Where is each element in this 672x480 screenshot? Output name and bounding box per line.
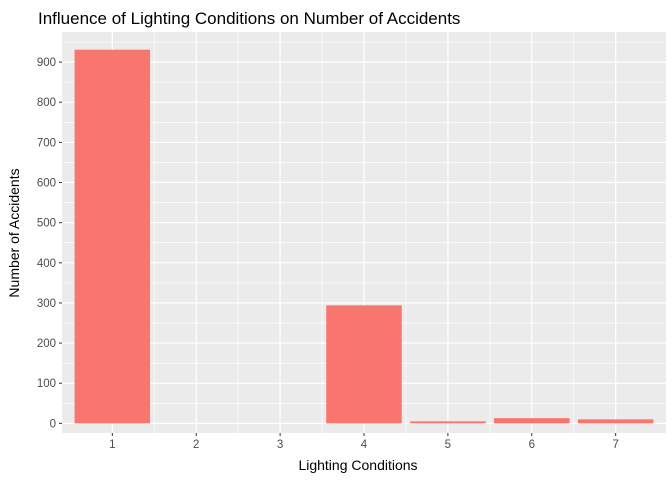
x-tick-label: 6 [529, 439, 535, 451]
x-axis: 1 2 3 4 5 6 7 [109, 433, 619, 451]
bars [74, 49, 654, 424]
x-tick-label: 2 [193, 439, 199, 451]
y-tick-label: 700 [37, 137, 56, 149]
bar-6 [494, 418, 570, 424]
chart-title: Influence of Lighting Conditions on Numb… [38, 9, 460, 28]
y-tick-label: 600 [37, 178, 56, 190]
y-axis: 0 100 200 300 400 500 600 700 800 900 [37, 57, 62, 430]
x-tick-label: 1 [109, 439, 115, 451]
x-tick-label: 7 [612, 439, 618, 451]
y-tick-label: 0 [50, 418, 56, 430]
y-axis-title: Number of Accidents [6, 168, 22, 297]
y-tick-label: 100 [37, 378, 56, 390]
bar-4 [326, 305, 402, 424]
x-tick-label: 3 [277, 439, 283, 451]
x-axis-title: Lighting Conditions [298, 457, 417, 473]
y-tick-label: 400 [37, 258, 56, 270]
bar-1 [74, 49, 151, 424]
x-tick-label: 4 [361, 439, 368, 451]
y-tick-label: 800 [37, 97, 56, 109]
x-tick-label: 5 [445, 439, 451, 451]
y-tick-label: 200 [37, 338, 56, 350]
bar-5 [410, 421, 486, 424]
y-tick-label: 500 [37, 218, 56, 230]
y-tick-label: 300 [37, 298, 56, 310]
y-tick-label: 900 [37, 57, 56, 69]
bar-7 [577, 419, 654, 424]
major-gridlines [62, 32, 666, 433]
